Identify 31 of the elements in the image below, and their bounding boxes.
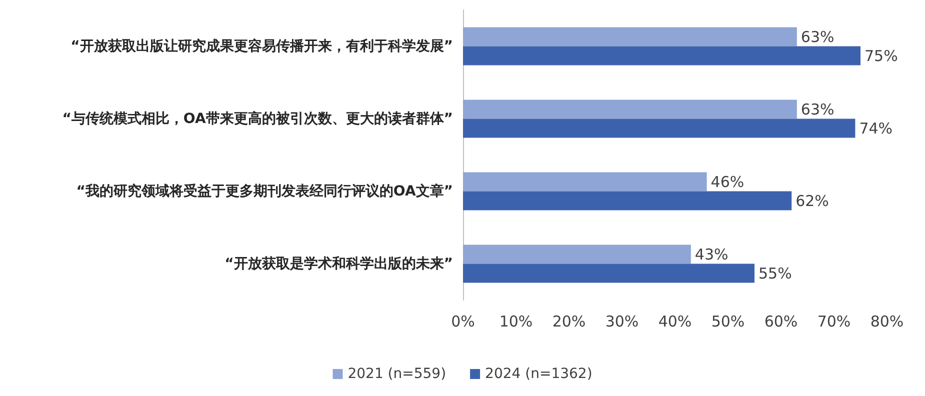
data-label: 74% — [859, 119, 893, 138]
x-tick-label: 10% — [499, 312, 533, 330]
y-tick-label: “我的研究领域将受益于更多期刊发表经同行评议的OA文章” — [76, 182, 453, 200]
x-tick-label: 0% — [451, 312, 475, 330]
data-label: 75% — [864, 46, 898, 65]
legend-label: 2021 (n=559) — [348, 366, 446, 382]
y-tick-label: “与传统模式相比，OA带来更高的被引次数、更大的读者群体” — [62, 110, 453, 127]
data-label: 43% — [694, 245, 728, 264]
x-tick-label: 70% — [817, 312, 851, 330]
x-tick-label: 60% — [764, 312, 798, 330]
bar — [463, 46, 860, 66]
y-tick-label: “开放获取是学术和科学出版的未来” — [224, 256, 453, 272]
data-label: 63% — [800, 28, 834, 46]
data-label: 46% — [710, 172, 744, 191]
bar — [463, 27, 797, 46]
y-tick-label: “开放获取出版让研究成果更容易传播开来，有利于科学发展” — [70, 37, 453, 54]
legend-label: 2024 (n=1362) — [485, 366, 592, 382]
x-tick-label: 40% — [658, 312, 692, 330]
data-label: 62% — [796, 192, 829, 210]
x-tick-label: 20% — [552, 312, 586, 330]
data-label: 63% — [800, 100, 834, 118]
bar — [463, 172, 707, 192]
bar — [463, 191, 792, 210]
data-label: 55% — [758, 264, 792, 282]
bar — [463, 100, 797, 119]
bar — [463, 118, 856, 138]
x-tick-label: 50% — [711, 312, 745, 330]
x-tick-label: 80% — [870, 312, 904, 330]
x-tick-label: 30% — [605, 312, 639, 330]
bar — [463, 264, 754, 283]
bar — [463, 244, 691, 264]
